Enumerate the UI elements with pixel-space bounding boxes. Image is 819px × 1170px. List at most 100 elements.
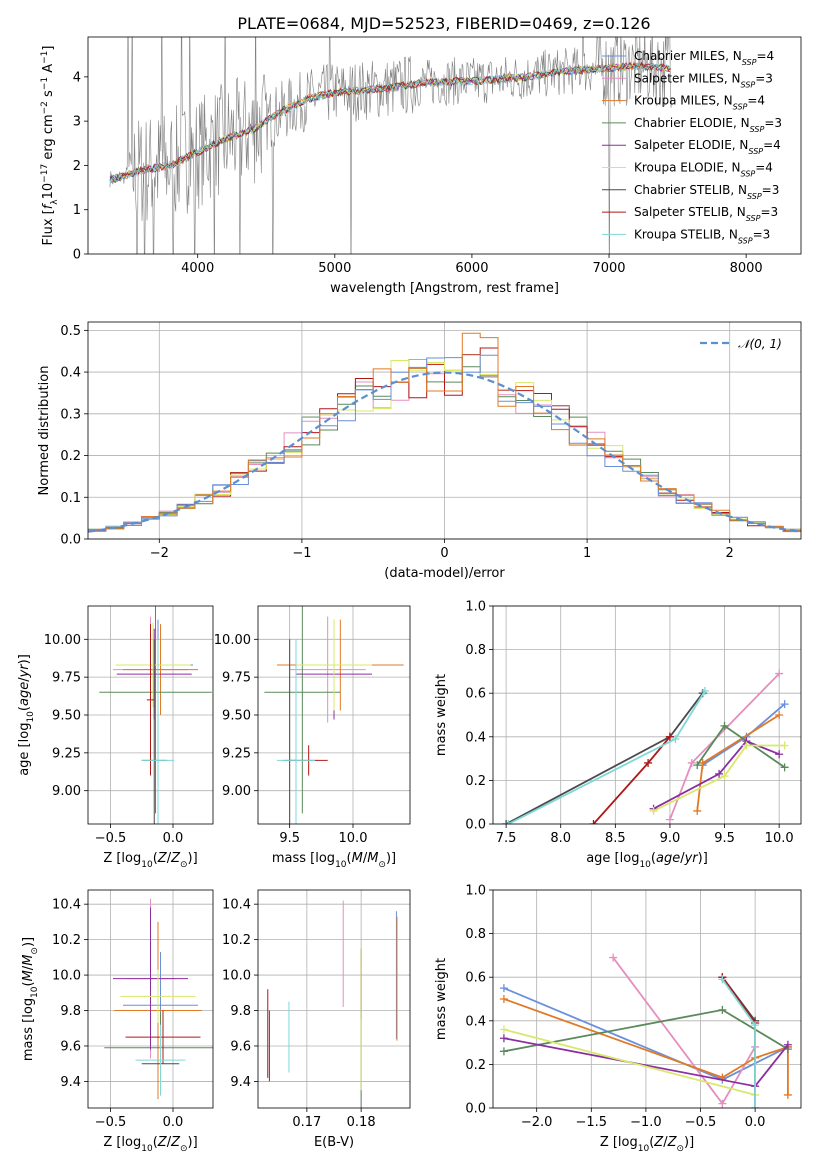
series-marker-salpeter_elodie bbox=[783, 1040, 792, 1049]
spectrum-ytick-label: 3 bbox=[73, 115, 81, 130]
age_vs_Z-ytick-label: 10.00 bbox=[44, 633, 81, 648]
legend-name: Salpeter ELODIE, N bbox=[634, 138, 748, 152]
series-marker-kroupa_miles bbox=[775, 711, 784, 719]
label-part: M bbox=[352, 851, 363, 866]
label-part: ⊙ bbox=[30, 947, 40, 955]
legend-suffix: =4 bbox=[755, 161, 773, 175]
massweight_vs_age-xlabel: age [log10(age/yr)] bbox=[586, 851, 708, 870]
age_vs_mass-xlabel: mass [log10(M/M⊙)] bbox=[272, 851, 396, 870]
label-part: Z bbox=[653, 1135, 664, 1150]
series-marker-kroupa_elodie bbox=[499, 1025, 508, 1034]
legend-label-chabrier_elodie: Chabrier ELODIE, NSSP=3 bbox=[634, 116, 782, 133]
legend-sub: SSP bbox=[750, 124, 765, 133]
residuals-xtick-label: −2 bbox=[150, 546, 169, 561]
legend-sub: SSP bbox=[733, 102, 748, 111]
legend-suffix: =4 bbox=[747, 94, 765, 108]
spectrum-ytick-label: 1 bbox=[73, 203, 81, 218]
massweight_vs_Z-ytick-label: 0.0 bbox=[465, 1102, 486, 1117]
label-part: ( bbox=[347, 851, 352, 866]
age_vs_Z-ytick-label: 9.75 bbox=[52, 671, 81, 686]
label-part: Z [log bbox=[103, 1135, 141, 1150]
mass_vs_ebv-ytick-label: 9.8 bbox=[230, 1004, 251, 1019]
label-part: Z bbox=[157, 851, 168, 866]
series-marker-chabrier_elodie bbox=[720, 721, 729, 730]
series-line-salpeter_elodie bbox=[653, 740, 780, 810]
mass_vs_Z-ytick-label: 10.4 bbox=[52, 898, 81, 913]
age_vs_mass-xtick-label: 9.5 bbox=[279, 831, 300, 846]
label-part: / bbox=[680, 851, 685, 866]
massweight_vs_Z-ytick-label: 0.6 bbox=[465, 971, 486, 986]
spectrum-model-kroupa_stelib bbox=[109, 62, 671, 183]
legend-name: Salpeter STELIB, N bbox=[634, 205, 746, 219]
series-marker-salpeter_stelib bbox=[589, 820, 598, 824]
residuals-frame bbox=[87, 321, 802, 540]
residuals-xtick-label: 2 bbox=[726, 546, 734, 561]
series-line-salpeter_stelib bbox=[721, 976, 756, 1024]
label-part: 10 bbox=[141, 860, 153, 870]
legend-label-chabrier_stelib: Chabrier STELIB, NSSP=3 bbox=[634, 183, 779, 201]
legend-suffix: =3 bbox=[764, 116, 782, 130]
legend-sub: SSP bbox=[742, 58, 757, 67]
age_vs_Z-xtick-label: −0.5 bbox=[95, 831, 127, 846]
age_vs_Z-ytick-label: 9.50 bbox=[52, 709, 81, 724]
age_vs_mass-ytick-label: 9.25 bbox=[222, 746, 251, 761]
mass_vs_Z-xtick-label: 0.0 bbox=[163, 1115, 184, 1130]
spectrum-xtick-label: 8000 bbox=[730, 261, 763, 276]
series-marker-chabrier_elodie bbox=[780, 763, 789, 772]
series-marker-salpeter_miles bbox=[687, 758, 696, 767]
label-part: ⊙ bbox=[676, 1144, 684, 1154]
label-part: age bbox=[656, 851, 680, 866]
series-marker-salpeter_miles bbox=[665, 815, 674, 824]
series-marker-kroupa_miles bbox=[693, 806, 702, 815]
label-part: )] bbox=[17, 654, 32, 664]
mass_vs_ebv-xtick-label: 0.18 bbox=[347, 1115, 376, 1130]
massweight_vs_age-xtick-label: 8.0 bbox=[550, 831, 571, 846]
legend-sub: SSP bbox=[748, 147, 763, 156]
age_vs_mass-ytick-label: 9.00 bbox=[222, 784, 251, 799]
series-marker-chabrier_elodie bbox=[499, 1047, 508, 1056]
series-marker-salpeter_miles bbox=[775, 669, 784, 678]
label-part: −1 bbox=[40, 77, 50, 90]
massweight_vs_age-ytick-label: 0.8 bbox=[465, 643, 486, 658]
residuals-xlabel: (data-model)/error bbox=[384, 566, 505, 581]
series-marker-kroupa_elodie bbox=[649, 806, 658, 815]
series-marker-kroupa_stelib bbox=[751, 1104, 760, 1108]
age_vs_mass-xtick-label: 10.0 bbox=[339, 831, 368, 846]
series-marker-chabrier_elodie bbox=[718, 1005, 727, 1014]
label-part: / bbox=[17, 677, 32, 682]
massweight_vs_Z-axes: −2.0 −1.5 −1.0 −0.5 0.0 0.0 0.2 0.4 0.6 0.8 1.0 Z [… bbox=[434, 884, 802, 1154]
legend-suffix: =4 bbox=[763, 138, 781, 152]
massweight_vs_Z-frame bbox=[492, 889, 802, 1109]
series-line-kroupa_elodie bbox=[653, 744, 785, 812]
massweight_vs_Z-ytick-label: 1.0 bbox=[465, 884, 486, 899]
label-part: ( bbox=[21, 981, 36, 986]
label-part: / bbox=[167, 1135, 172, 1150]
massweight_vs_age-frame bbox=[492, 605, 802, 825]
label-part: age bbox=[17, 682, 32, 706]
spectrum-ylabel: Flux [fλ10−17 erg cm−2 s−1 A−1] bbox=[40, 46, 60, 246]
label-part: ( bbox=[153, 851, 158, 866]
series-marker-kroupa_elodie bbox=[742, 741, 751, 750]
label-part: / bbox=[167, 851, 172, 866]
label-part: erg cm bbox=[41, 114, 56, 163]
label-part: 10 bbox=[30, 986, 40, 998]
legend-label-salpeter_stelib: Salpeter STELIB, NSSP=3 bbox=[634, 205, 778, 223]
series-marker-salpeter_miles bbox=[609, 953, 618, 962]
massweight_vs_Z-xlabel: Z [log10(Z/Z⊙)] bbox=[600, 1135, 694, 1154]
mass_vs_ebv-ytick-label: 10.2 bbox=[222, 933, 251, 948]
label-part: Z bbox=[667, 1135, 678, 1150]
label-part: λ bbox=[50, 199, 60, 205]
residuals-ytick-label: 0.4 bbox=[60, 366, 81, 381]
legend-sub: SSP bbox=[746, 214, 761, 223]
label-part: )] bbox=[188, 851, 198, 866]
label-part: ( bbox=[649, 1135, 654, 1150]
age_vs_mass-plot-area bbox=[264, 606, 404, 824]
legend-suffix: =3 bbox=[760, 205, 778, 219]
label-part: f bbox=[41, 202, 56, 209]
label-part: M bbox=[21, 955, 36, 966]
spectrum-plot-area bbox=[109, 37, 673, 254]
spectrum-axes: 4000 5000 6000 7000 8000 0 1 2 3 4 wavelength [Ang… bbox=[40, 36, 802, 296]
massweight_vs_age-ylabel: mass weight bbox=[434, 674, 449, 756]
massweight_vs_age-xtick-label: 10.0 bbox=[765, 831, 794, 846]
series-marker-kroupa_stelib bbox=[751, 1021, 760, 1030]
